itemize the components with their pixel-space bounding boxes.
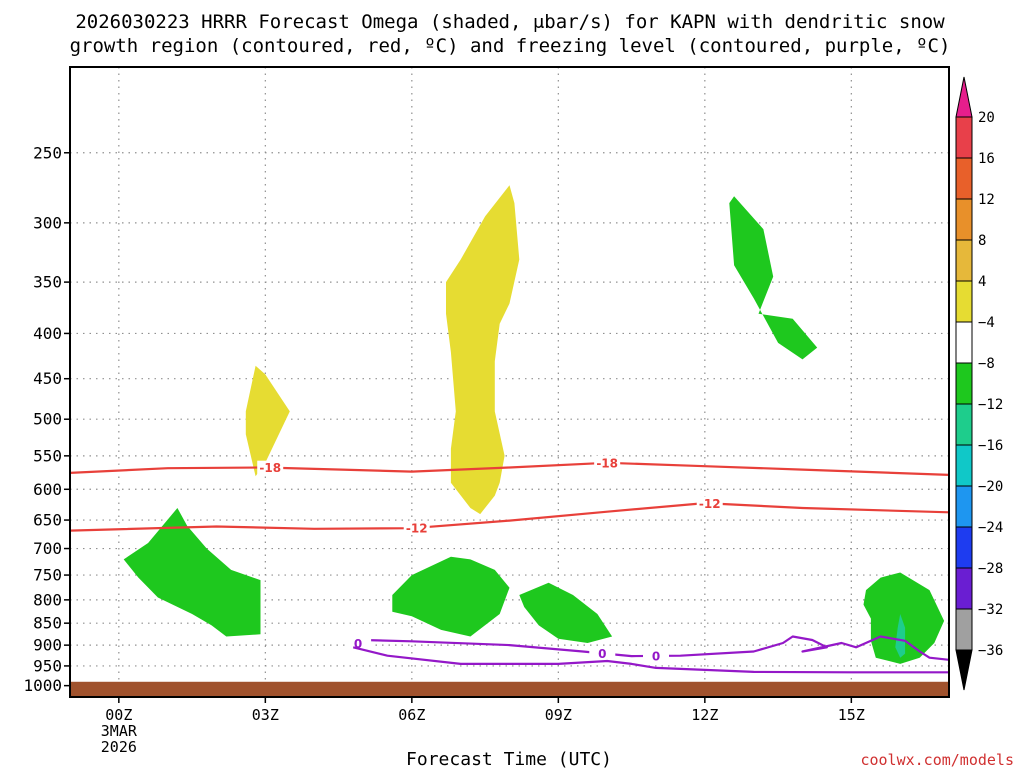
y-tick-label: 250 [33,143,62,162]
colorbar-segment [955,403,973,446]
colorbar-label: 4 [978,274,986,290]
y-axis-ticks: 250 300 350 400 450 500 550 600 650 700 750 800 850 9… [23,143,70,695]
x-tick-label: 12Z [691,706,718,724]
colorbar-segment [955,239,973,282]
y-tick-label: 400 [33,324,62,343]
omega-region-2 [123,508,261,637]
grid-lines [70,67,949,697]
y-tick-label: 850 [33,614,62,633]
y-tick-label: 450 [33,369,62,388]
title-line-2: growth region (contoured, red, ºC) and f… [70,35,951,57]
omega-region-6 [863,572,945,664]
y-tick-label: 600 [33,480,62,499]
x-axis-label: Forecast Time (UTC) [406,749,612,768]
colorbar-segment [955,567,973,610]
y-tick-label: 900 [33,636,62,655]
contour-label: -18 [259,461,281,475]
colorbar-segment [955,198,973,241]
colorbar-segment [955,444,973,487]
contour-label-bg [257,460,284,475]
contour-label-bg [589,646,616,661]
x-tick-sublabel: 2026 [101,738,137,756]
title-line-1: 2026030223 HRRR Forecast Omega (shaded, … [75,11,945,33]
contour-label-bg [594,455,621,470]
colorbar-label: −28 [978,561,1003,577]
colorbar-label: −36 [978,643,1003,659]
contour-label-bg [403,520,430,535]
colorbar-label: −12 [978,397,1003,413]
contour-2 [352,635,950,661]
x-tick-sublabel: 3MAR [101,722,138,740]
plot-border [69,66,950,698]
colorbar-label: −8 [978,356,995,372]
colorbar-top-arrow [955,76,973,118]
colorbar-segment [955,608,973,651]
contour-label-bg [643,648,669,663]
contour-3 [352,646,949,674]
colorbar-label: −4 [978,315,995,331]
omega-region-4 [519,582,613,643]
colorbar-label: −20 [978,479,1003,495]
colorbar-label: 12 [978,192,995,208]
y-tick-label: 650 [33,511,62,530]
omega-region-0 [245,365,290,477]
y-tick-label: 1000 [23,676,62,695]
contour-label-bg [696,496,723,511]
ground-layer [71,681,949,697]
omega-region-7 [895,614,906,658]
contour-1 [69,502,950,532]
contour-label: 0 [598,647,606,661]
contour-label: 0 [354,637,362,651]
y-tick-label: 800 [33,590,62,609]
y-tick-label: 700 [33,539,62,558]
y-tick-label: 350 [33,273,62,292]
y-tick-label: 550 [33,446,62,465]
colorbar-label: 16 [978,151,995,167]
omega-region-1 [446,185,520,515]
credit-text: coolwx.com/models [860,751,1014,768]
colorbar-bottom-arrow [955,649,973,691]
colorbar-segment [955,485,973,528]
shaded-regions [123,185,945,664]
plot-frame [69,66,950,698]
colorbar-label: −24 [978,520,1003,536]
y-tick-label: 300 [33,213,62,232]
x-tick-label: 00Z [105,706,132,724]
x-tick-label: 06Z [398,706,425,724]
colorbar-label: 8 [978,233,986,249]
contour-label: -18 [596,456,618,470]
omega-region-5 [729,196,818,360]
colorbar-label: −32 [978,602,1003,618]
colorbar-segment [955,280,973,323]
omega-region-3 [392,556,510,637]
contour-0 [69,461,950,476]
colorbar-segment [955,321,973,364]
ground-fill [71,681,949,697]
colorbar-segment [955,362,973,405]
contour-label-bg [345,636,372,651]
y-tick-label: 950 [33,656,62,675]
colorbar-segment [955,526,973,569]
contour-label: -12 [406,521,428,535]
x-tick-label: 15Z [838,706,865,724]
x-tick-label: 09Z [545,706,572,724]
contour-lines: -18 -18 -12 -12 0 0 0 [69,455,950,674]
colorbar: 20 16 12 8 4 −4 −8 −12 −16 −20 −24 −28 −32 −36 [955,76,1003,691]
y-tick-label: 750 [33,566,62,585]
colorbar-label: −16 [978,438,1003,454]
colorbar-label: 20 [978,110,995,126]
contour-label: -12 [699,497,721,511]
contour-label: 0 [652,649,660,663]
x-tick-label: 03Z [252,706,279,724]
y-tick-label: 500 [33,410,62,429]
colorbar-segment [955,157,973,200]
colorbar-segment [955,116,973,159]
